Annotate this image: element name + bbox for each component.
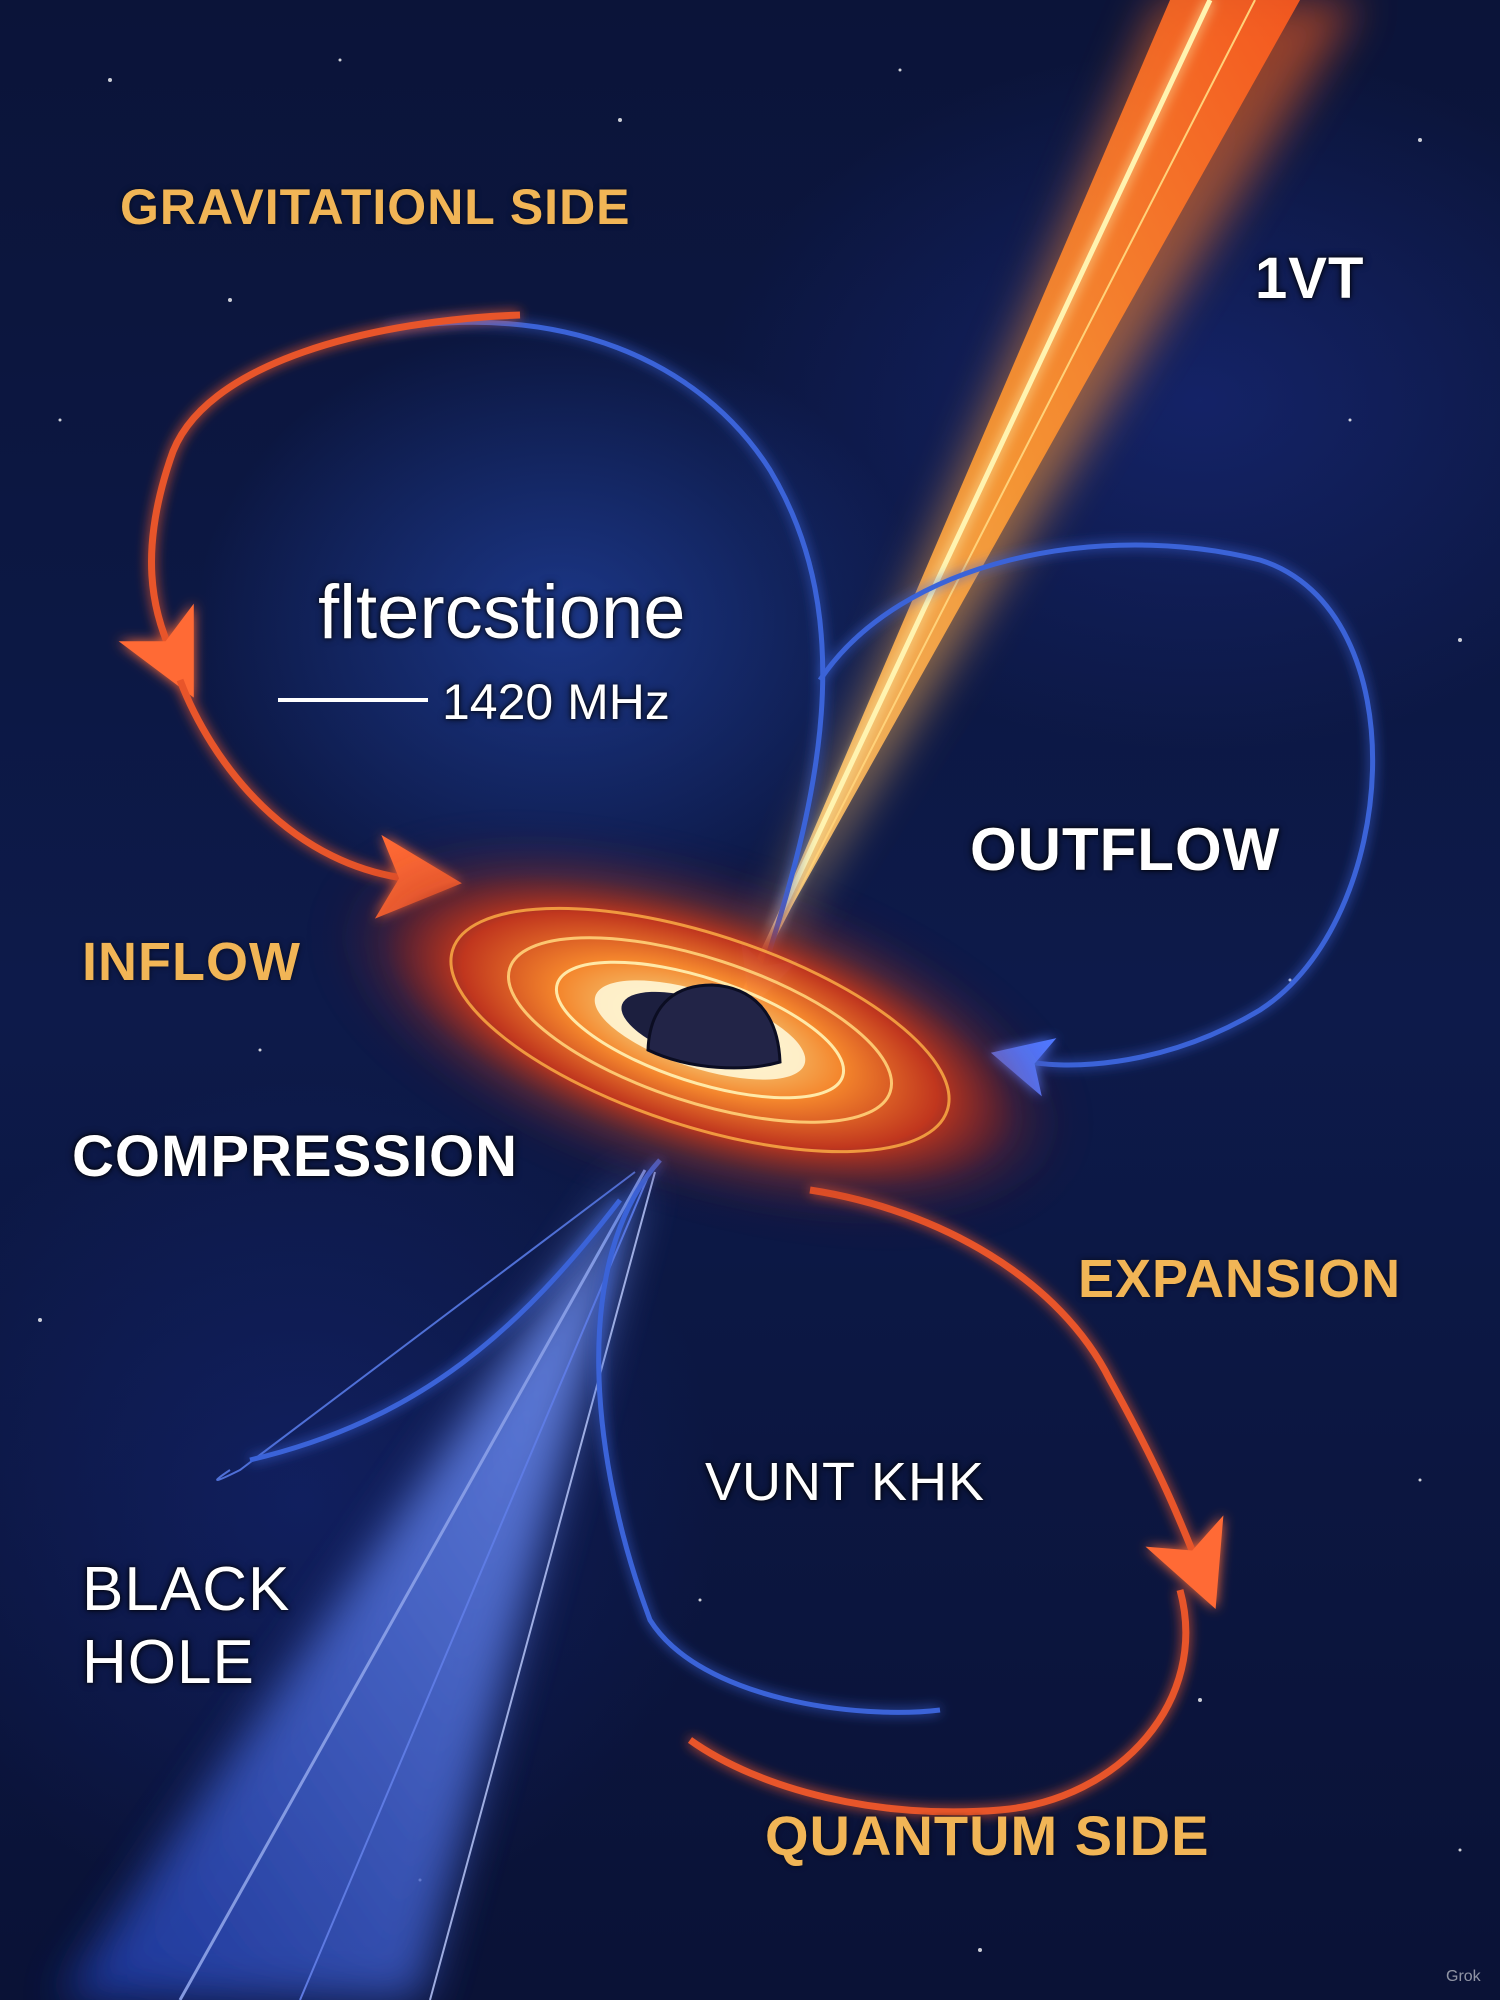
black-hole-label: BLACK HOLE xyxy=(82,1555,291,1698)
inflow-label: INFLOW xyxy=(82,932,301,992)
blue-flow-loops xyxy=(249,319,1375,1715)
compression-label: COMPRESSION xyxy=(72,1124,519,1189)
outflow-label: OUTFLOW xyxy=(970,816,1281,883)
top-right-label: 1VT xyxy=(1255,246,1365,311)
vunt-khk-label: VUNT KHK xyxy=(705,1452,986,1512)
lower-blue-jet xyxy=(60,1169,656,2000)
center-title: fltercstione xyxy=(318,570,686,655)
expansion-label: EXPANSION xyxy=(1078,1249,1402,1309)
frequency-label: 1420 MHz xyxy=(442,674,670,730)
black-hole-shape xyxy=(646,983,782,1070)
upper-orange-jet xyxy=(742,0,1360,992)
quantum-side-label: QUANTUM SIDE xyxy=(765,1804,1210,1867)
red-flow-loops xyxy=(118,311,1224,1816)
watermark: Grok xyxy=(1446,1968,1481,1985)
gravitational-side-label: GRAVITATIONL SIDE xyxy=(120,179,631,235)
